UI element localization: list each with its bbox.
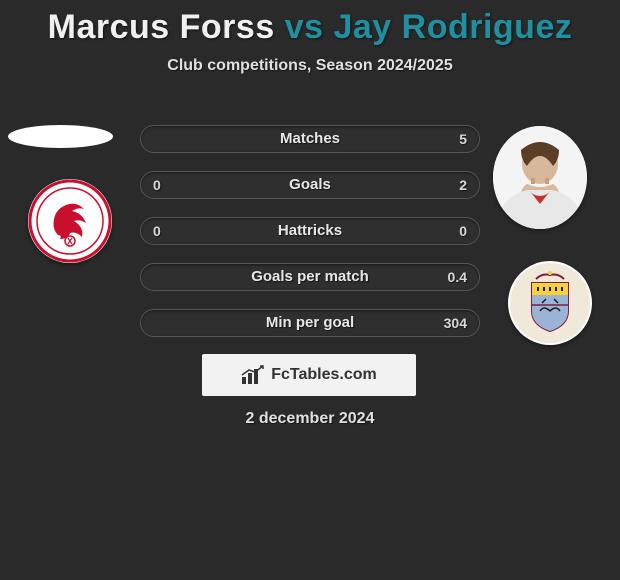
stat-row: Goals per match0.4 bbox=[140, 263, 480, 291]
stat-right-value: 5 bbox=[459, 126, 467, 152]
stat-right-value: 304 bbox=[444, 310, 467, 336]
date: 2 december 2024 bbox=[0, 410, 620, 428]
stat-row: 0Hattricks0 bbox=[140, 217, 480, 245]
player2-name: Jay Rodriguez bbox=[333, 8, 572, 46]
brand-text: FcTables.com bbox=[271, 366, 377, 384]
stat-row: Matches5 bbox=[140, 125, 480, 153]
stat-right-value: 0.4 bbox=[448, 264, 467, 290]
subtitle: Club competitions, Season 2024/2025 bbox=[0, 57, 620, 75]
stat-right-value: 0 bbox=[459, 218, 467, 244]
player2-avatar bbox=[493, 126, 587, 229]
vs-text: vs bbox=[285, 8, 324, 46]
stat-row: 0Goals2 bbox=[140, 171, 480, 199]
stat-row: Min per goal304 bbox=[140, 309, 480, 337]
stat-label: Goals bbox=[141, 172, 479, 198]
player1-name: Marcus Forss bbox=[48, 8, 275, 46]
stat-label: Matches bbox=[141, 126, 479, 152]
middlesbrough-icon bbox=[28, 179, 112, 263]
brand-box: FcTables.com bbox=[202, 354, 416, 396]
player1-avatar bbox=[8, 125, 113, 148]
stat-right-value: 2 bbox=[459, 172, 467, 198]
page-title: Marcus Forss vs Jay Rodriguez bbox=[0, 0, 620, 47]
burnley-icon bbox=[508, 261, 592, 345]
stat-label: Hattricks bbox=[141, 218, 479, 244]
stat-label: Goals per match bbox=[141, 264, 479, 290]
chart-icon bbox=[241, 365, 265, 385]
stat-label: Min per goal bbox=[141, 310, 479, 336]
club1-badge bbox=[28, 179, 112, 263]
stats-table: Matches50Goals20Hattricks0Goals per matc… bbox=[140, 125, 480, 355]
club2-badge bbox=[508, 261, 592, 345]
